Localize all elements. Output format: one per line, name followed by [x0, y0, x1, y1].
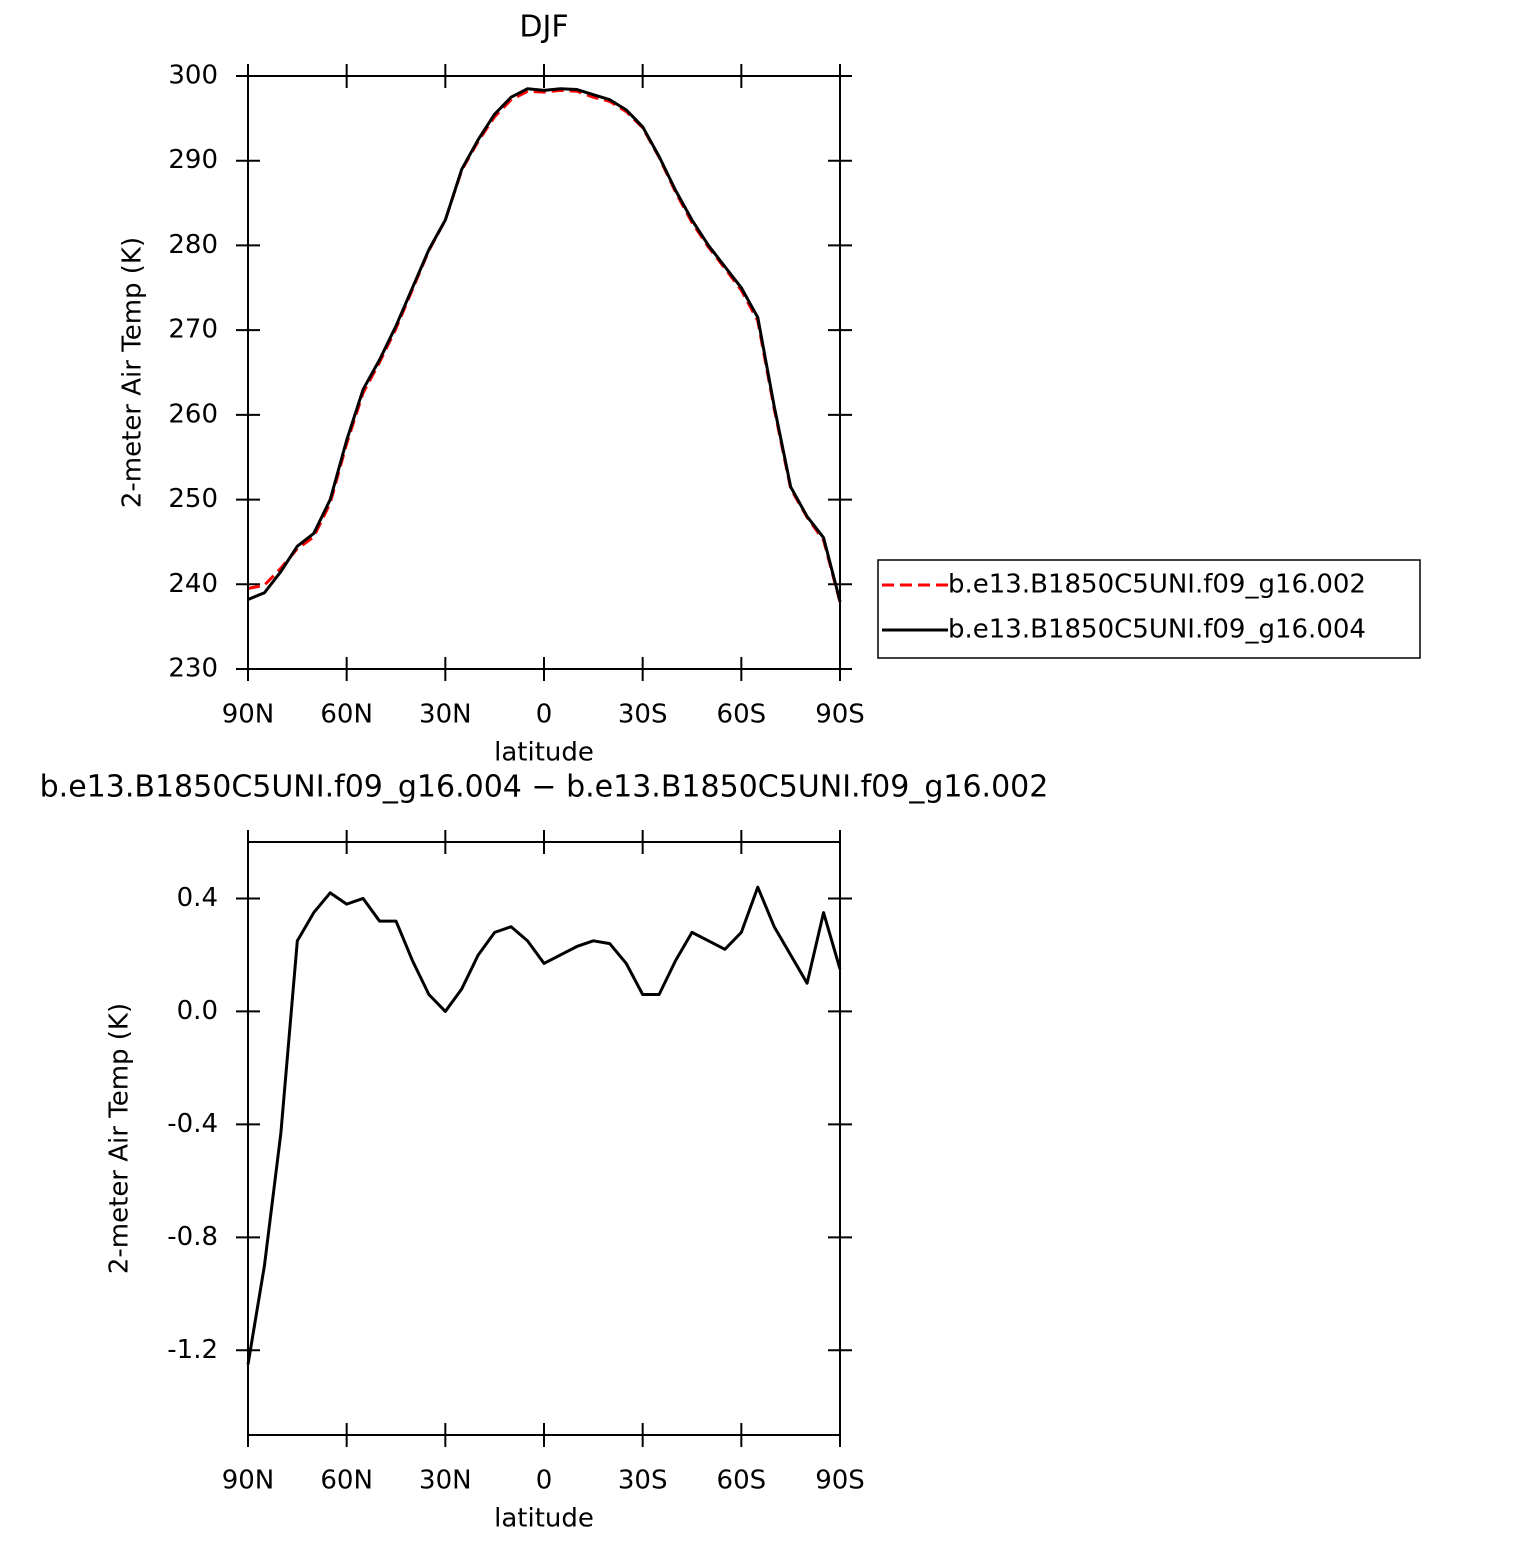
- chart-title: DJF: [519, 10, 568, 45]
- y-tick-label: -0.8: [167, 1222, 218, 1252]
- y-tick-label: 0.0: [177, 996, 218, 1026]
- x-tick-label: 90N: [222, 1466, 275, 1496]
- y-tick-label: 250: [168, 484, 218, 514]
- y-axis-label: 2-meter Air Temp (K): [105, 1003, 135, 1274]
- y-tick-label: 300: [168, 61, 218, 91]
- y-tick-label: -1.2: [167, 1335, 218, 1365]
- legend-box: [877, 559, 1421, 659]
- legend-label: b.e13.B1850C5UNI.f09_g16.004: [948, 615, 1366, 645]
- y-tick-label: -0.4: [167, 1109, 218, 1139]
- y-tick-label: 240: [168, 569, 218, 599]
- series-line: [247, 87, 842, 602]
- legend-label: b.e13.B1850C5UNI.f09_g16.002: [948, 570, 1366, 600]
- x-tick-label: 60S: [717, 700, 767, 730]
- x-tick-label: 90S: [815, 700, 865, 730]
- plot-frame: [247, 841, 841, 1436]
- chart-title: b.e13.B1850C5UNI.f09_g16.004 − b.e13.B18…: [40, 770, 1049, 805]
- x-tick-label: 30S: [618, 1466, 668, 1496]
- plot-frame: [247, 75, 841, 670]
- x-tick-label: 30S: [618, 700, 668, 730]
- y-tick-label: 280: [168, 230, 218, 260]
- y-axis-label: 2-meter Air Temp (K): [118, 237, 148, 508]
- x-axis-label: latitude: [494, 1504, 594, 1534]
- series-line: [246, 885, 842, 1365]
- y-tick-label: 0.4: [177, 883, 218, 913]
- y-tick-label: 260: [168, 399, 218, 429]
- x-tick-label: 0: [536, 700, 553, 730]
- x-axis-label: latitude: [494, 738, 594, 768]
- y-tick-label: 270: [168, 315, 218, 345]
- x-tick-label: 0: [536, 1466, 553, 1496]
- x-tick-label: 60N: [320, 1466, 373, 1496]
- x-tick-label: 30N: [419, 700, 472, 730]
- x-tick-label: 30N: [419, 1466, 472, 1496]
- x-tick-label: 90N: [222, 700, 275, 730]
- y-tick-label: 230: [168, 654, 218, 684]
- y-tick-label: 290: [168, 145, 218, 175]
- x-tick-label: 90S: [815, 1466, 865, 1496]
- x-tick-label: 60S: [717, 1466, 767, 1496]
- x-tick-label: 60N: [320, 700, 373, 730]
- series-line: [247, 88, 842, 603]
